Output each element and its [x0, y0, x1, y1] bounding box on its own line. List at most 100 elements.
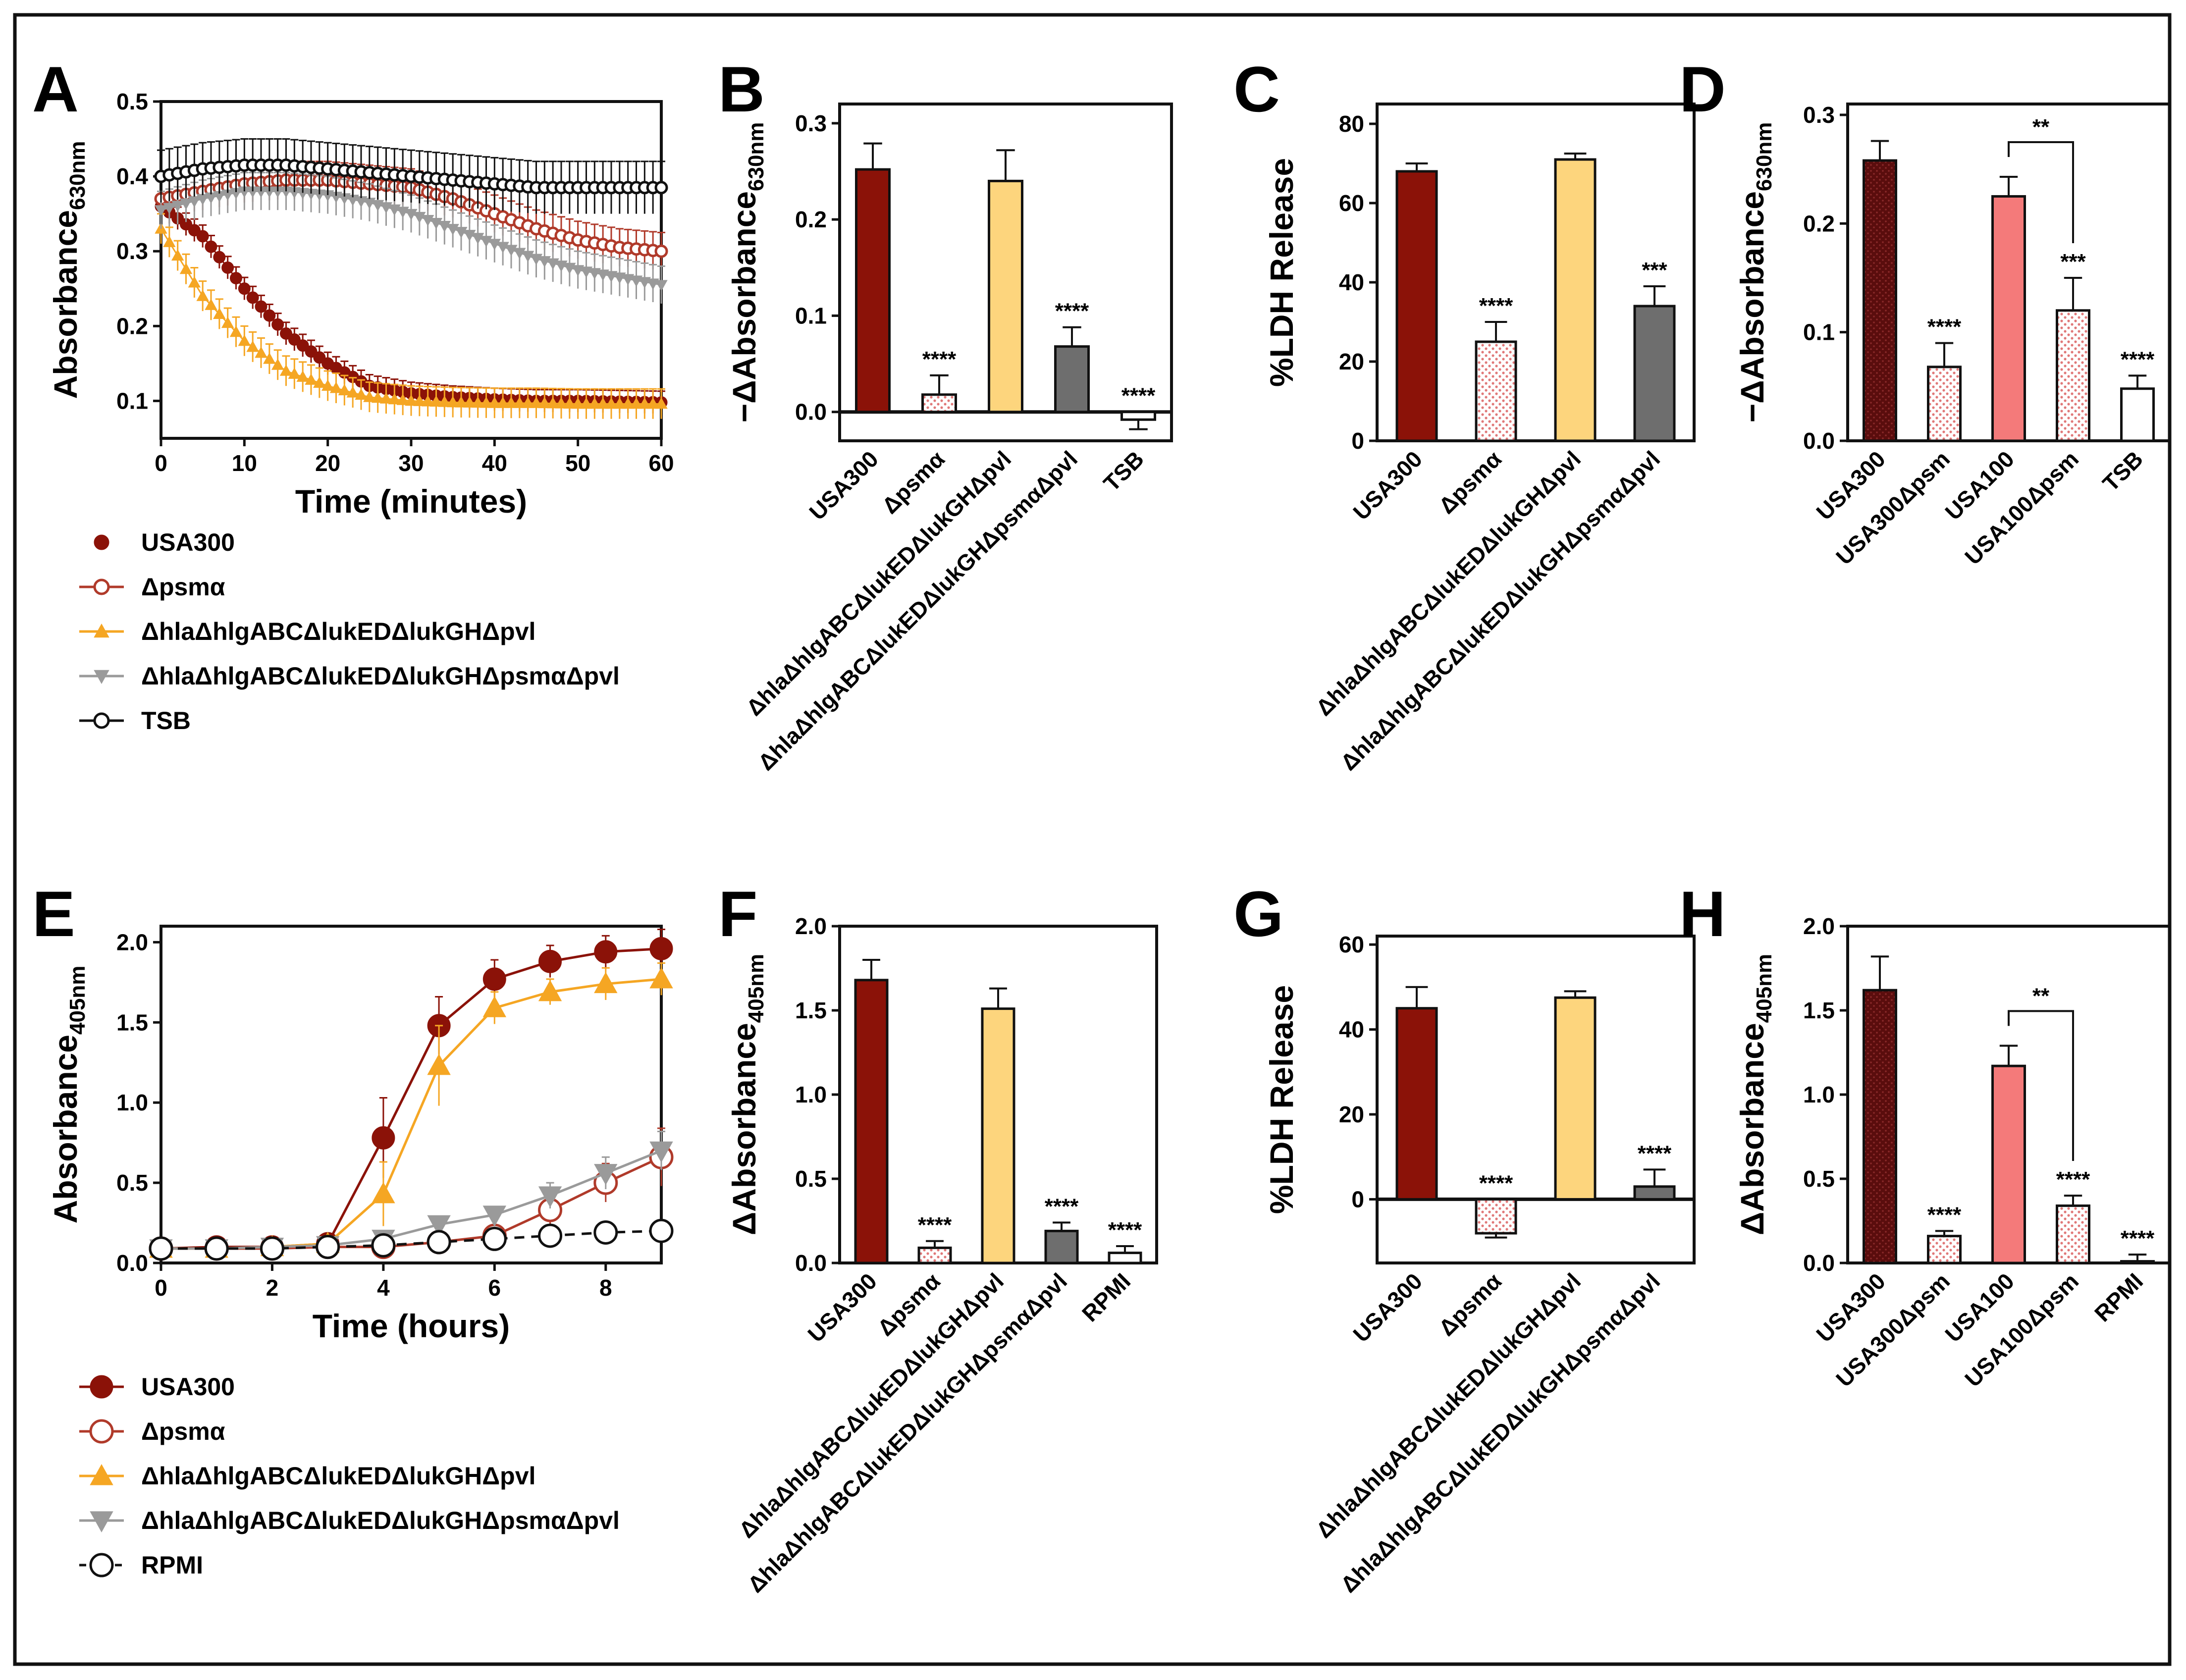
data-point — [438, 221, 451, 232]
y-tick-label: 60 — [1339, 190, 1364, 216]
data-point — [621, 274, 635, 286]
panel-e-line-chart: E 0 2 4 6 8 0.0 0.5 1.0 1.5 2.0 Time (hours) Absorba… — [32, 878, 674, 1344]
y-axis-label-main: ΔAbsorbance — [726, 1023, 762, 1235]
comparison-bracket — [2008, 141, 2074, 243]
data-point — [246, 340, 259, 352]
y-tick-label: 0.2 — [1803, 210, 1835, 236]
significance-marker: **** — [1479, 294, 1513, 318]
data-point — [427, 1230, 451, 1255]
bar — [1054, 345, 1090, 414]
y-tick-label: 0.5 — [116, 1170, 148, 1196]
data-point — [260, 1236, 284, 1261]
data-point — [271, 358, 284, 370]
data-point — [488, 239, 501, 251]
data-point — [313, 351, 326, 364]
data-point — [421, 214, 434, 226]
series-4 — [154, 138, 668, 214]
data-point — [263, 352, 276, 364]
legend-marker — [90, 1375, 113, 1399]
significance-marker: **** — [1479, 1171, 1513, 1195]
bar — [988, 179, 1023, 414]
legend-item: RPMI — [79, 1551, 203, 1579]
bar — [2120, 1260, 2155, 1264]
legend-item: ΔhlaΔhlgABCΔlukEDΔlukGHΔpsmαΔpvl — [79, 1507, 620, 1534]
bar — [1044, 1229, 1079, 1264]
x-tick-label: 6 — [488, 1275, 501, 1301]
data-point — [413, 211, 426, 223]
data-point — [363, 390, 376, 402]
legend-item: USA300 — [79, 1373, 235, 1401]
data-point — [621, 397, 635, 409]
significance-marker: **** — [1121, 384, 1156, 408]
y-tick-label: 0.5 — [116, 89, 148, 114]
data-point — [171, 201, 184, 212]
y-tick-label: 0.0 — [795, 399, 827, 425]
data-point — [546, 397, 559, 409]
bar — [1108, 1252, 1142, 1264]
data-point — [646, 397, 659, 409]
y-tick-label: 20 — [1339, 1102, 1364, 1127]
y-tick-label: 1.5 — [1803, 998, 1835, 1023]
data-point — [230, 272, 242, 285]
data-point — [521, 396, 534, 408]
data-point — [571, 265, 585, 277]
data-point — [188, 276, 201, 288]
y-tick-label: 0.1 — [1803, 319, 1835, 345]
legend-item: ΔhlaΔhlgABCΔlukEDΔlukGHΔpsmαΔpvl — [79, 662, 620, 690]
data-point — [221, 316, 234, 328]
data-point — [580, 397, 593, 409]
y-tick-label: 0.1 — [795, 303, 827, 328]
data-point — [630, 275, 643, 287]
y-tick-label: 0.5 — [1803, 1166, 1835, 1192]
data-point — [649, 967, 673, 989]
x-tick-label: 60 — [648, 450, 674, 476]
data-point — [463, 396, 476, 408]
legend-label: Δpsmα — [141, 573, 225, 601]
data-point — [179, 262, 193, 274]
data-point — [463, 230, 476, 242]
panel-letter: E — [32, 878, 75, 950]
data-point — [482, 996, 507, 1017]
significance-marker: **** — [1927, 1203, 1962, 1227]
data-point — [405, 209, 418, 220]
panel-letter: C — [1233, 53, 1280, 125]
panel-a-line-chart: A 0 10 20 30 40 50 60 0.1 0.2 0.3 0.4 0.5 Time (minut… — [32, 53, 674, 520]
bar — [2120, 387, 2155, 442]
y-tick-label: 1.0 — [795, 1082, 827, 1107]
data-point — [171, 249, 184, 261]
y-tick-label: 1.0 — [116, 1090, 148, 1115]
bar — [1395, 170, 1438, 442]
data-point — [555, 397, 568, 409]
data-point — [196, 289, 209, 301]
data-point — [329, 381, 343, 393]
data-point — [638, 277, 651, 289]
data-point — [649, 1141, 673, 1163]
data-point — [513, 248, 526, 260]
legend-item: ΔhlaΔhlgABCΔlukEDΔlukGHΔpvl — [79, 618, 535, 645]
x-tick-label: 40 — [482, 450, 507, 476]
data-point — [482, 1226, 507, 1251]
data-point — [196, 230, 209, 243]
legend-label: TSB — [141, 707, 191, 735]
data-point — [296, 339, 309, 352]
y-tick-label: 0.0 — [795, 1250, 827, 1276]
legend-bottom: USA300 Δpsmα ΔhlaΔhlgABCΔlukEDΔlukGHΔpvl Δh… — [79, 1373, 620, 1579]
y-axis-label: %LDH Release — [1263, 985, 1300, 1214]
data-point — [221, 261, 234, 274]
series-4 — [149, 1218, 674, 1261]
data-point — [471, 396, 484, 408]
legend-item: Δpsmα — [79, 573, 225, 601]
data-point — [313, 376, 326, 388]
legend-marker — [93, 578, 110, 595]
data-point — [155, 205, 167, 217]
data-point — [596, 397, 609, 409]
data-point — [446, 396, 459, 408]
y-tick-label: 60 — [1339, 932, 1364, 957]
figure-border — [13, 13, 2172, 1666]
bar — [1991, 195, 2026, 442]
data-point — [649, 1218, 674, 1243]
y-tick-label: 0 — [1351, 1186, 1364, 1212]
legend-marker — [93, 712, 110, 729]
y-axis-label-sub: 630nm — [744, 122, 768, 191]
data-point — [388, 393, 401, 405]
